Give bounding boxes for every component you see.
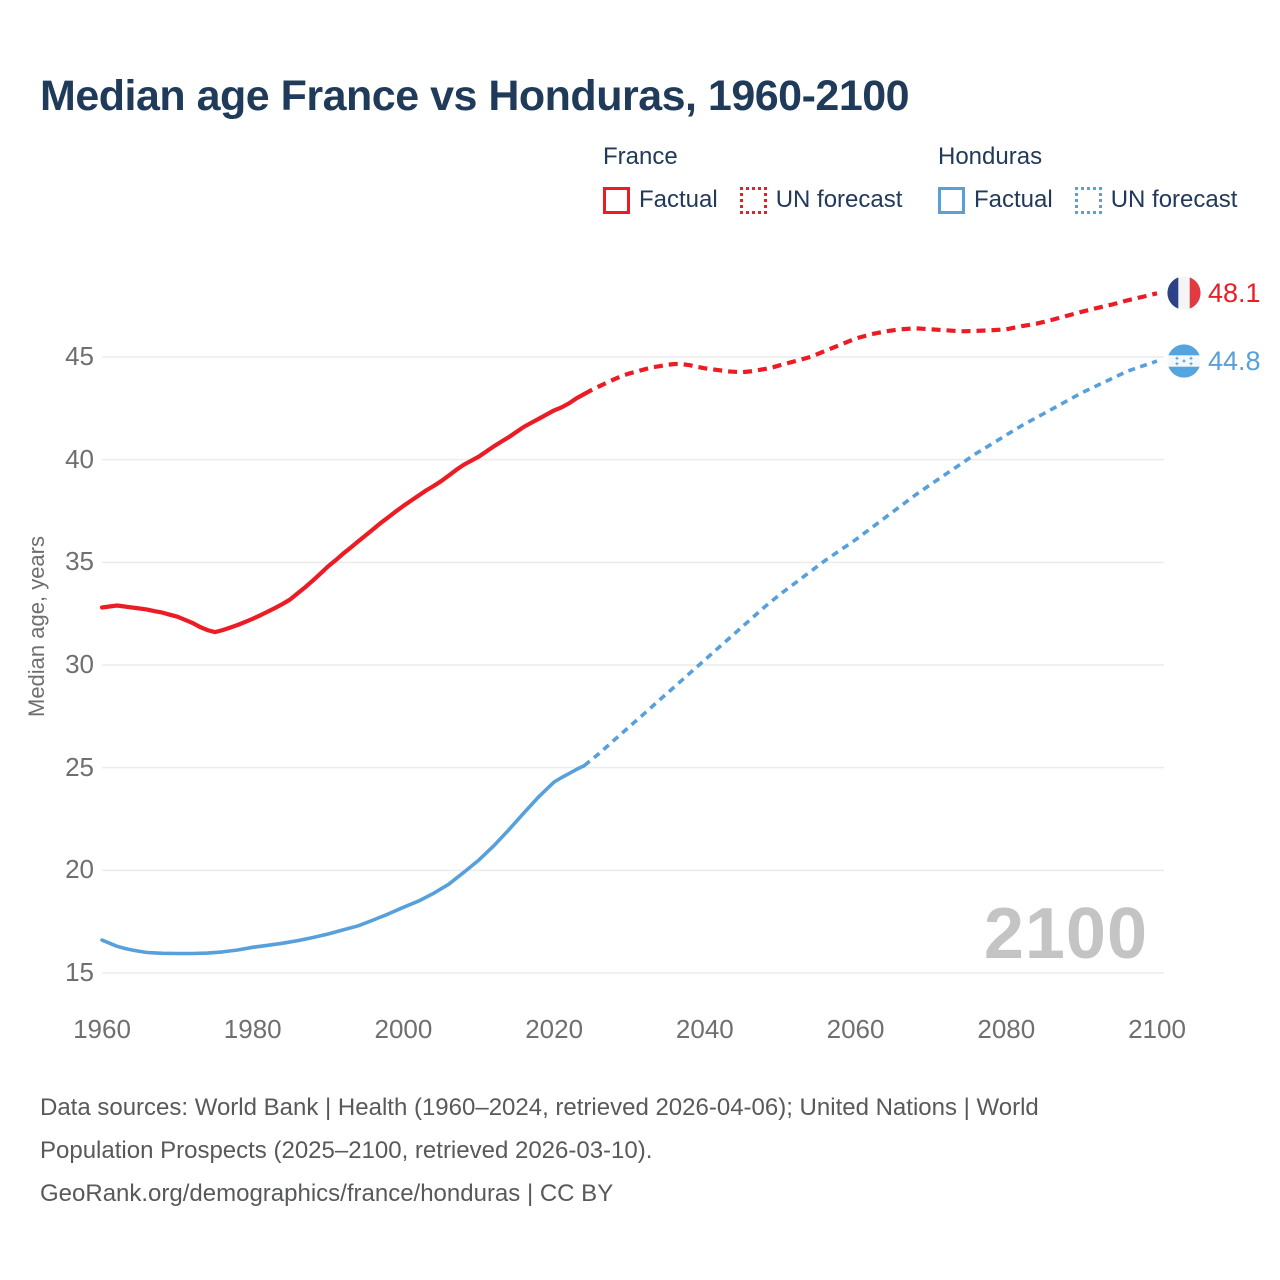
legend-swatch-honduras-factual bbox=[938, 186, 965, 214]
y-tick-label-25: 25 bbox=[65, 751, 94, 782]
legend-label-france-forecast: UN forecast bbox=[775, 186, 903, 213]
honduras-end-value: 44.8 bbox=[1208, 345, 1261, 376]
legend-group-name-france: France bbox=[603, 143, 678, 170]
legend-group-name-honduras: Honduras bbox=[938, 143, 1043, 170]
france-flag-icon bbox=[1167, 276, 1201, 310]
y-tick-label-20: 20 bbox=[65, 854, 94, 885]
watermark-year: 2100 bbox=[983, 894, 1148, 974]
legend-label-france-factual: Factual bbox=[639, 186, 718, 213]
legend-items-honduras: Factual UN forecast bbox=[938, 186, 1237, 214]
y-tick-label-45: 45 bbox=[65, 341, 94, 371]
y-tick-label-15: 15 bbox=[65, 957, 94, 987]
legend-group-honduras: Honduras Factual UN forecast bbox=[938, 143, 1237, 214]
series-honduras-un-forecast-line bbox=[583, 359, 1158, 767]
x-tick-label-2060: 2060 bbox=[826, 1014, 885, 1044]
honduras-flag-icon bbox=[1167, 344, 1201, 378]
legend-group-france: France Factual UN forecast bbox=[603, 143, 902, 214]
legend-item-france-forecast: UN forecast bbox=[739, 186, 903, 214]
footer-sources: Data sources: World Bank | Health (1960–… bbox=[40, 1094, 1039, 1164]
end-label-honduras: 44.8 bbox=[1167, 344, 1261, 378]
legend-items-france: Factual UN forecast bbox=[603, 186, 902, 214]
france-end-value: 48.1 bbox=[1208, 277, 1261, 308]
series-honduras-factual-line bbox=[100, 763, 587, 956]
legend-label-honduras-factual: Factual bbox=[974, 186, 1053, 213]
y-tick-label-30: 30 bbox=[65, 649, 94, 679]
legend-swatch-france-forecast bbox=[739, 186, 767, 214]
x-tick-label-1960: 1960 bbox=[73, 1014, 131, 1044]
x-tick-label-2000: 2000 bbox=[374, 1014, 433, 1044]
legend-swatch-france-factual bbox=[603, 186, 630, 214]
page-title: Median age France vs Honduras, 1960-2100 bbox=[40, 72, 910, 120]
x-tick-label-2080: 2080 bbox=[977, 1014, 1036, 1044]
footer-url: GeoRank.org/demographics/france/honduras… bbox=[40, 1180, 614, 1207]
legend-item-honduras-factual: Factual bbox=[938, 186, 1053, 214]
x-tick-label-2100: 2100 bbox=[1128, 1014, 1186, 1044]
legend-label-honduras-forecast: UN forecast bbox=[1110, 186, 1238, 213]
x-tick-label-2040: 2040 bbox=[675, 1014, 734, 1044]
x-tick-label-1980: 1980 bbox=[223, 1014, 282, 1044]
legend-item-france-factual: Factual bbox=[603, 186, 718, 214]
y-tick-label-35: 35 bbox=[65, 546, 94, 577]
series-france-un-forecast-line bbox=[583, 291, 1158, 396]
legend-swatch-honduras-forecast bbox=[1074, 186, 1102, 214]
x-tick-label-2020: 2020 bbox=[525, 1014, 584, 1044]
end-label-france: 48.1 bbox=[1167, 276, 1261, 310]
y-tick-label-40: 40 bbox=[65, 443, 94, 474]
footer: Data sources: World Bank | Health (1960–… bbox=[40, 1086, 1135, 1215]
series-france-factual-line bbox=[99, 391, 587, 635]
legend-item-honduras-forecast: UN forecast bbox=[1074, 186, 1238, 214]
